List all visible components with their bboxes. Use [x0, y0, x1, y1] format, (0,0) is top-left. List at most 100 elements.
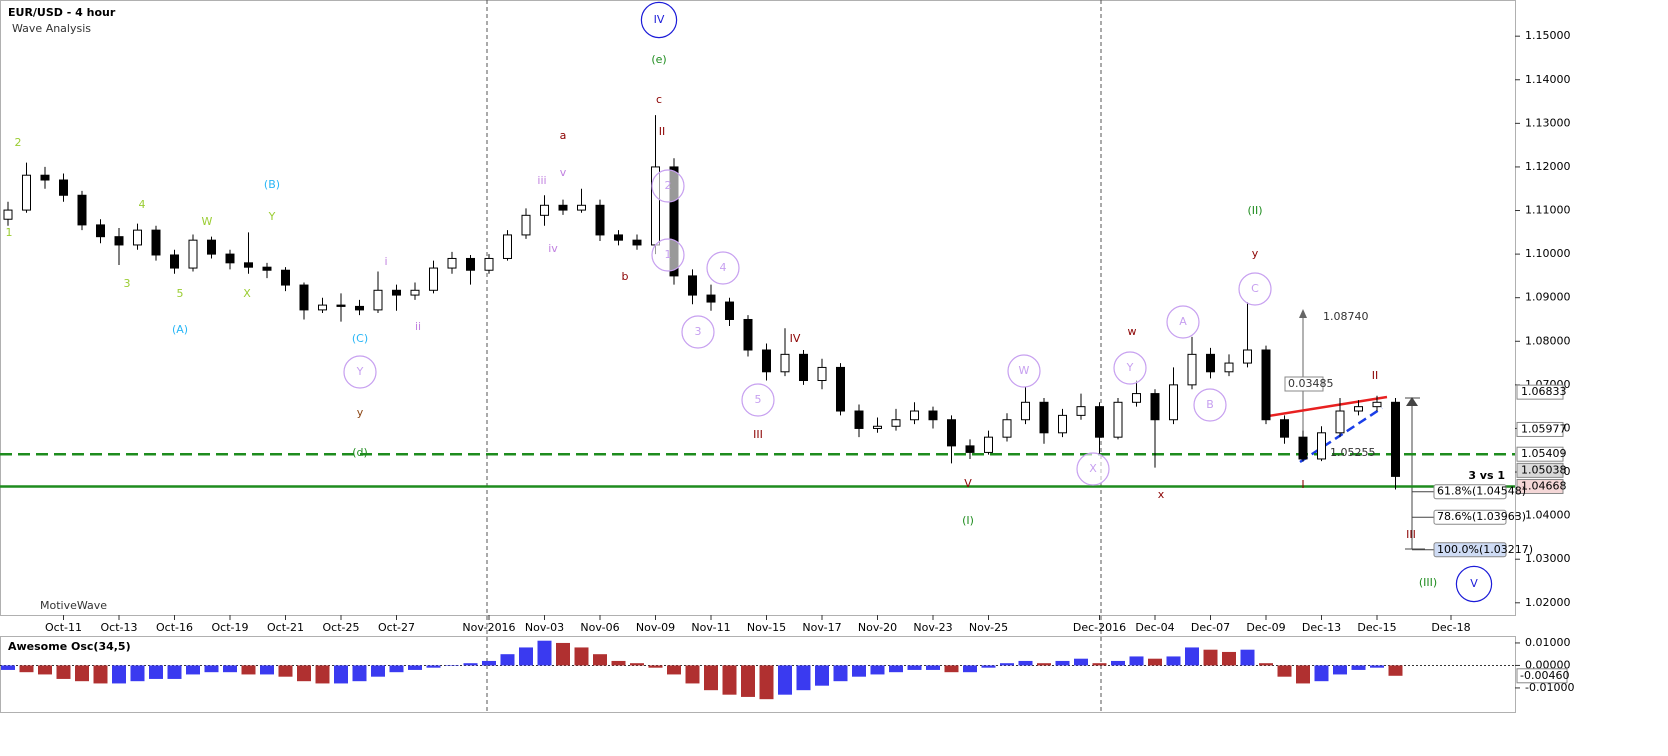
oscillator-bar — [1222, 651, 1236, 666]
wave-label: 3 — [124, 277, 131, 290]
wave-label: IV — [790, 332, 801, 345]
oscillator-bar — [445, 665, 459, 666]
wave-label: c — [656, 93, 662, 106]
oscillator-bar — [889, 665, 903, 673]
oscillator-bar — [167, 665, 182, 679]
oscillator-bar — [630, 663, 644, 666]
oscillator-bar — [519, 647, 533, 666]
wave-label: 2 — [15, 136, 22, 149]
wave-label: Y — [1126, 361, 1134, 374]
candle-body — [910, 410, 919, 421]
candle-body — [225, 253, 235, 264]
oscillator-bar — [1314, 665, 1329, 682]
candle-body — [706, 294, 716, 303]
candle-body — [947, 419, 956, 447]
candle-body — [577, 204, 586, 211]
candle-body — [558, 204, 568, 211]
price-tag — [1516, 479, 1564, 495]
candle-body — [891, 419, 901, 427]
candle-body — [1132, 393, 1141, 403]
wave-label: y — [357, 406, 364, 419]
candle-body — [521, 214, 531, 236]
oscillator-bar — [796, 665, 811, 691]
candle-body — [1391, 401, 1400, 477]
measure-label: 1.05255 — [1330, 446, 1376, 459]
candle-body — [669, 166, 679, 277]
candle-body — [3, 209, 13, 220]
candle-body — [410, 289, 420, 296]
price-pane-frame — [0, 0, 1516, 616]
candle-body — [743, 318, 753, 351]
oscillator-bar — [852, 665, 866, 677]
wave-label: 5 — [177, 287, 184, 300]
wave-label: x — [1158, 488, 1165, 501]
x-tick-label: Dec-07 — [1191, 621, 1230, 634]
x-tick-label: Nov-06 — [580, 621, 619, 634]
oscillator-bar — [1185, 647, 1199, 666]
oscillator-bar — [611, 660, 626, 666]
wave-circle — [1113, 351, 1147, 385]
oscillator-bar — [278, 665, 293, 677]
oscillator-bar — [963, 665, 977, 673]
wave-label: (C) — [352, 332, 368, 345]
candle-body — [151, 229, 161, 256]
candle-body — [1002, 419, 1012, 438]
candle-body — [466, 257, 475, 271]
chart-title: EUR/USD - 4 hour — [8, 6, 116, 19]
x-tick-label: Nov-2016 — [462, 621, 515, 634]
ratio-note: 3 vs 1 — [1468, 469, 1505, 482]
wave-circle — [741, 383, 775, 417]
x-tick-label: Oct-13 — [101, 621, 138, 634]
x-tick-label: Dec-04 — [1135, 621, 1174, 634]
fib-label: 61.8%(1.04548) — [1437, 485, 1526, 498]
wave-circle — [1238, 272, 1272, 306]
candle-body — [780, 353, 790, 373]
candle-body — [725, 301, 734, 320]
wave-circle — [640, 1, 678, 39]
candle-body — [96, 224, 105, 238]
x-tick-label: Oct-25 — [323, 621, 360, 634]
candle-body — [854, 410, 864, 429]
oscillator-bar — [1259, 663, 1273, 666]
candle-body — [114, 236, 124, 246]
candle-body — [799, 353, 808, 382]
candle-body — [928, 410, 938, 421]
x-tick-label: Dec-09 — [1246, 621, 1285, 634]
wave-label: i — [384, 255, 387, 268]
wave-label: w — [1128, 325, 1137, 338]
x-tick-label: Nov-15 — [747, 621, 786, 634]
price-tag-label: 1.05977 — [1521, 422, 1567, 435]
price-tag-label: 1.06833 — [1521, 385, 1567, 398]
candle-body — [836, 366, 845, 412]
candle-body — [484, 257, 494, 271]
oscillator-bar — [815, 665, 829, 686]
oscillator-bar — [685, 665, 700, 684]
candle-body — [77, 194, 87, 226]
oscillator-bar — [204, 665, 219, 673]
oscillator-bar — [241, 665, 256, 675]
oscillator-bar — [93, 665, 108, 684]
wave-label: 3 — [695, 325, 702, 338]
oscillator-pane-frame — [0, 636, 1516, 713]
candle-body — [1206, 353, 1215, 373]
price-tag — [1516, 462, 1564, 478]
candle-body — [1335, 410, 1345, 434]
x-tick-label: Nov-23 — [913, 621, 952, 634]
x-tick-label: Oct-16 — [156, 621, 193, 634]
candle-body — [1187, 353, 1197, 386]
wave-circle — [343, 355, 377, 389]
wave-label: v — [560, 166, 567, 179]
candle-body — [262, 266, 272, 271]
wave-label: III — [1406, 528, 1416, 541]
oscillator-bar — [926, 665, 940, 670]
oscillator-bar — [648, 665, 663, 668]
fib-tag — [1433, 484, 1507, 500]
oscillator-bar — [1333, 665, 1347, 675]
oscillator-bar — [297, 665, 311, 682]
candle-body — [632, 239, 642, 246]
oscillator-bar — [500, 654, 515, 666]
oscillator-bar — [19, 665, 34, 673]
oscillator-bar — [1240, 649, 1255, 666]
candle-body — [392, 289, 401, 296]
y-tick-label: 1.02000 — [1525, 596, 1571, 609]
